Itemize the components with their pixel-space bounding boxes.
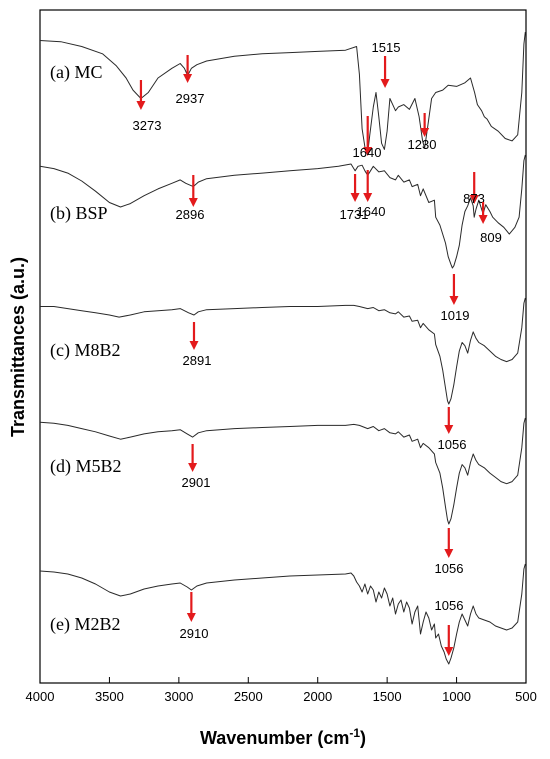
series-labels-group: (a) MC (b) BSP (c) M8B2 (d) M5B2 (e) M2B2 xyxy=(50,62,122,635)
peak-label-873: 873 xyxy=(463,191,485,206)
x-tick-label: 3000 xyxy=(164,689,193,704)
peak-label-1019: 1019 xyxy=(441,308,470,323)
series-label-5: (e) M2B2 xyxy=(50,614,121,635)
x-tick-label: 3500 xyxy=(95,689,124,704)
peak-arrow-head xyxy=(350,193,360,202)
series-label-3: (c) M8B2 xyxy=(50,340,121,361)
peak-arrow-head xyxy=(420,128,430,137)
y-axis-title: Transmittances (a.u.) xyxy=(8,257,28,437)
peak-arrow-head xyxy=(186,613,196,622)
peak-label-1515: 1515 xyxy=(372,40,401,55)
x-axis-ticks: 4000 3500 3000 2500 2000 1500 1000 500 xyxy=(26,677,537,704)
peak-label-1056: 1056 xyxy=(438,437,467,452)
peak-label-809: 809 xyxy=(480,230,502,245)
peak-label-1230: 1230 xyxy=(408,137,437,152)
peak-arrow-head xyxy=(363,147,373,156)
peak-arrow-head xyxy=(136,101,146,110)
peak-arrow-head xyxy=(188,463,198,472)
peak-arrow-head xyxy=(363,193,373,202)
peak-arrow-head xyxy=(189,341,199,350)
x-tick-label: 2500 xyxy=(234,689,263,704)
spectrum-line-2 xyxy=(39,154,526,269)
peak-arrow-head xyxy=(183,74,193,83)
spectra-group xyxy=(39,31,526,665)
peak-label-1731: 1731 xyxy=(340,207,369,222)
peak-label-3273: 3273 xyxy=(133,118,162,133)
peak-arrow-head xyxy=(469,195,479,204)
peak-label-1640: 1640 xyxy=(357,204,386,219)
plot-frame xyxy=(39,9,527,684)
x-tick-label: 1500 xyxy=(373,689,402,704)
x-tick-label: 2000 xyxy=(303,689,332,704)
peak-label-1640: 1640 xyxy=(353,145,382,160)
peak-arrow-head xyxy=(444,549,454,558)
peak-label-2937: 2937 xyxy=(176,91,205,106)
series-label-1: (a) MC xyxy=(50,62,103,83)
x-axis-title: Wavenumber (cm-1) xyxy=(200,726,366,748)
peak-arrow-head xyxy=(444,647,454,656)
series-label-2: (b) BSP xyxy=(50,203,108,224)
peak-label-2891: 2891 xyxy=(183,353,212,368)
x-tick-label: 4000 xyxy=(26,689,55,704)
series-label-4: (d) M5B2 xyxy=(50,456,122,477)
spectrum-line-4 xyxy=(39,417,526,525)
peak-label-2910: 2910 xyxy=(180,626,209,641)
spectrum-line-5 xyxy=(39,563,526,665)
peak-label-1056: 1056 xyxy=(435,598,464,613)
peak-arrow-head xyxy=(380,79,390,88)
x-tick-label: 1000 xyxy=(442,689,471,704)
spectrum-line-1 xyxy=(39,31,526,154)
peak-label-1056: 1056 xyxy=(435,561,464,576)
peak-label-2896: 2896 xyxy=(176,207,205,222)
x-tick-label: 500 xyxy=(515,689,537,704)
peak-arrow-head xyxy=(478,215,488,224)
peak-arrow-head xyxy=(444,425,454,434)
peak-arrow-head xyxy=(449,296,459,305)
peak-label-2901: 2901 xyxy=(182,475,211,490)
peak-arrow-head xyxy=(188,198,198,207)
spectrum-line-3 xyxy=(40,297,526,405)
